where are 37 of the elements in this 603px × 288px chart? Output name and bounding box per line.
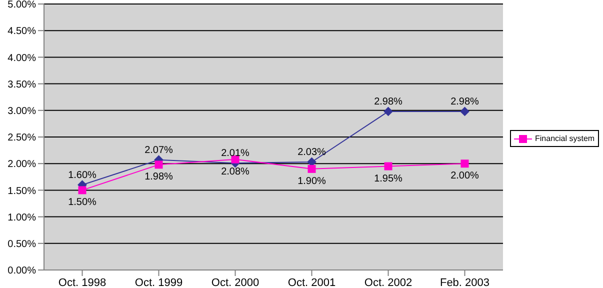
y-tick-label: 2.50%: [8, 132, 36, 144]
point: [308, 164, 316, 173]
y-tick-label: 3.00%: [8, 106, 36, 117]
point: [460, 106, 470, 116]
x-tick-label: Oct. 2002: [364, 276, 412, 288]
data-label: 2.98%: [374, 96, 403, 108]
data-label: 2.03%: [298, 147, 326, 158]
y-tick-label: 0.00%: [8, 266, 36, 277]
data-label: 2.00%: [450, 170, 480, 182]
x-tick-label: Oct. 2000: [211, 276, 260, 288]
y-tick-label: 1.00%: [8, 212, 36, 224]
y-tick-label: 5.00%: [8, 0, 36, 11]
y-tick-label: 2.00%: [8, 159, 36, 170]
data-label: 1.98%: [144, 172, 174, 183]
x-tick-label: Oct. 1999: [134, 276, 183, 288]
legend-label: Financial system: [535, 134, 595, 143]
point: [460, 160, 469, 168]
point: [384, 162, 392, 170]
y-tick-label: 1.50%: [8, 186, 36, 197]
point: [78, 186, 86, 194]
data-label: 1.60%: [68, 170, 97, 181]
x-tick-label: Feb. 2003: [440, 276, 490, 288]
y-tick-label: 4.00%: [8, 52, 36, 64]
x-tick-label: Oct. 2001: [288, 276, 336, 288]
data-label: 1.95%: [374, 173, 403, 184]
y-tick-label: 4.50%: [8, 26, 36, 38]
data-label: 2.01%: [221, 148, 250, 160]
data-label: 2.07%: [144, 144, 174, 156]
point: [384, 106, 393, 116]
data-label: 2.98%: [450, 96, 480, 108]
point: [154, 160, 163, 169]
y-tick-label: 3.50%: [8, 79, 36, 90]
x-tick-label: Oct. 1998: [58, 276, 106, 288]
y-tick-label: 0.50%: [8, 238, 36, 250]
data-label: 1.90%: [298, 176, 326, 187]
data-label: 1.50%: [68, 197, 97, 208]
data-label: 2.08%: [221, 166, 250, 178]
